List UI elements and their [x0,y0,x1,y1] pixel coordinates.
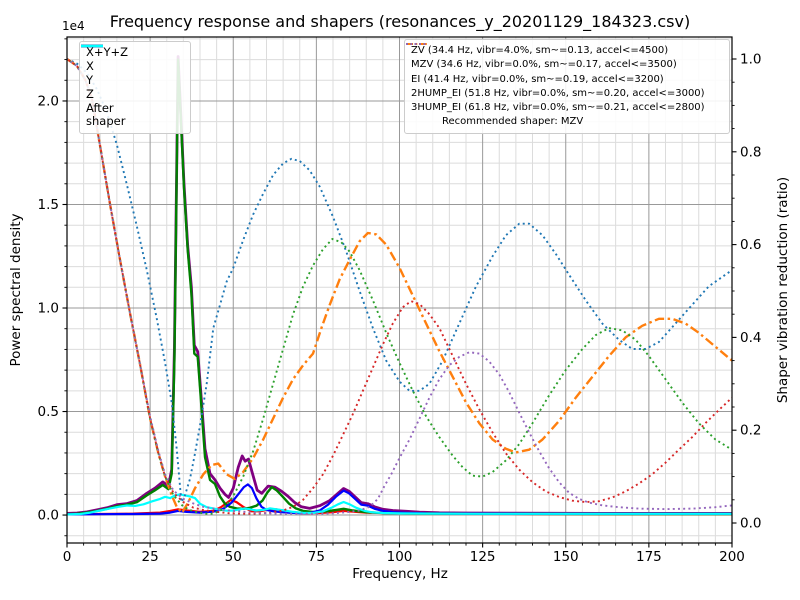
x-tick-label: 75 [308,549,325,565]
legend-line-sample [81,44,103,48]
chart-title: Frequency response and shapers (resonanc… [109,12,691,31]
x-tick-label: 100 [387,549,413,565]
x-tick-label: 25 [142,549,159,565]
y-right-tick-label: 0.4 [740,330,761,346]
legend-item-label: Z [86,87,94,102]
legend-item-ei: EI (41.4 Hz, vibr=0.0%, sm~=0.19, accel<… [406,42,723,86]
y-right-tick-label: 0.0 [740,516,761,532]
x-tick-label: 150 [553,549,579,565]
curve-2hump_ei [67,58,732,515]
curve-xyz [67,55,732,515]
legend-item-label: X+Y+Z [86,45,129,60]
curve-y [67,58,732,516]
legend-item-label: X [86,59,94,74]
legend-item-label: 3HUMP_EI (61.8 Hz, vibr=0.0%, sm~=0.21, … [411,101,705,113]
x-axis-label: Frequency, Hz [352,566,448,582]
legend-item-x: X [81,44,184,74]
legend-item-recommended-shaper: Recommended shaper: MZV [411,116,723,128]
legend-item-zv: ZV (34.4 Hz, vibr=4.0%, sm~=0.13, accel<… [406,42,723,57]
legend-item-y: Y [81,44,184,88]
y-axis-offset-text: 1e4 [62,19,85,33]
x-tick-label: 0 [63,549,72,565]
curve-z [67,483,732,516]
legend-item-3hump_ei: 3HUMP_EI (61.8 Hz, vibr=0.0%, sm~=0.21, … [406,42,723,114]
y-right-tick-label: 1.0 [740,51,761,67]
y-left-tick-label: 0.0 [38,508,59,524]
x-tick-label: 200 [719,549,745,565]
x-tick-label: 50 [225,549,242,565]
x-tick-label: 175 [636,549,662,565]
legend-line-sample [406,42,428,46]
legend-item-mzv: MZV (34.6 Hz, vibr=0.0%, sm~=0.17, accel… [406,42,723,71]
legend-item-after_shaper: After shaper [81,44,184,129]
y-right-tick-label: 0.2 [740,423,761,439]
x-tick-label: 125 [470,549,496,565]
y-left-tick-label: 1.0 [38,301,59,317]
curve-after_shaper [67,493,732,516]
legend-item-label: MZV (34.6 Hz, vibr=0.0%, sm~=0.17, accel… [411,59,677,71]
y-left-tick-label: 2.0 [38,93,59,109]
legend-psd: X+Y+Z X Y Z After shaper [79,41,191,134]
legend-item-label: EI (41.4 Hz, vibr=0.0%, sm~=0.19, accel<… [411,73,664,85]
y-left-tick-label: 1.5 [38,197,59,213]
y-right-tick-label: 0.8 [740,144,761,160]
legend-item-label: After shaper [86,101,126,129]
curve-zv [67,58,732,504]
legend-shapers: ZV (34.4 Hz, vibr=4.0%, sm~=0.13, accel<… [404,39,730,134]
legend-item-label: Recommended shaper: MZV [442,116,584,128]
legend-item-label: 2HUMP_EI (51.8 Hz, vibr=0.0%, sm~=0.20, … [411,87,705,99]
y-left-tick-label: 0.5 [38,404,59,420]
legend-item-z: Z [81,44,184,102]
legend-item-label: ZV (34.4 Hz, vibr=4.0%, sm~=0.13, accel<… [411,45,669,57]
y-right-tick-label: 0.6 [740,237,761,253]
legend-item-2hump_ei: 2HUMP_EI (51.8 Hz, vibr=0.0%, sm~=0.20, … [406,42,723,100]
legend-item-label: Y [86,73,94,88]
